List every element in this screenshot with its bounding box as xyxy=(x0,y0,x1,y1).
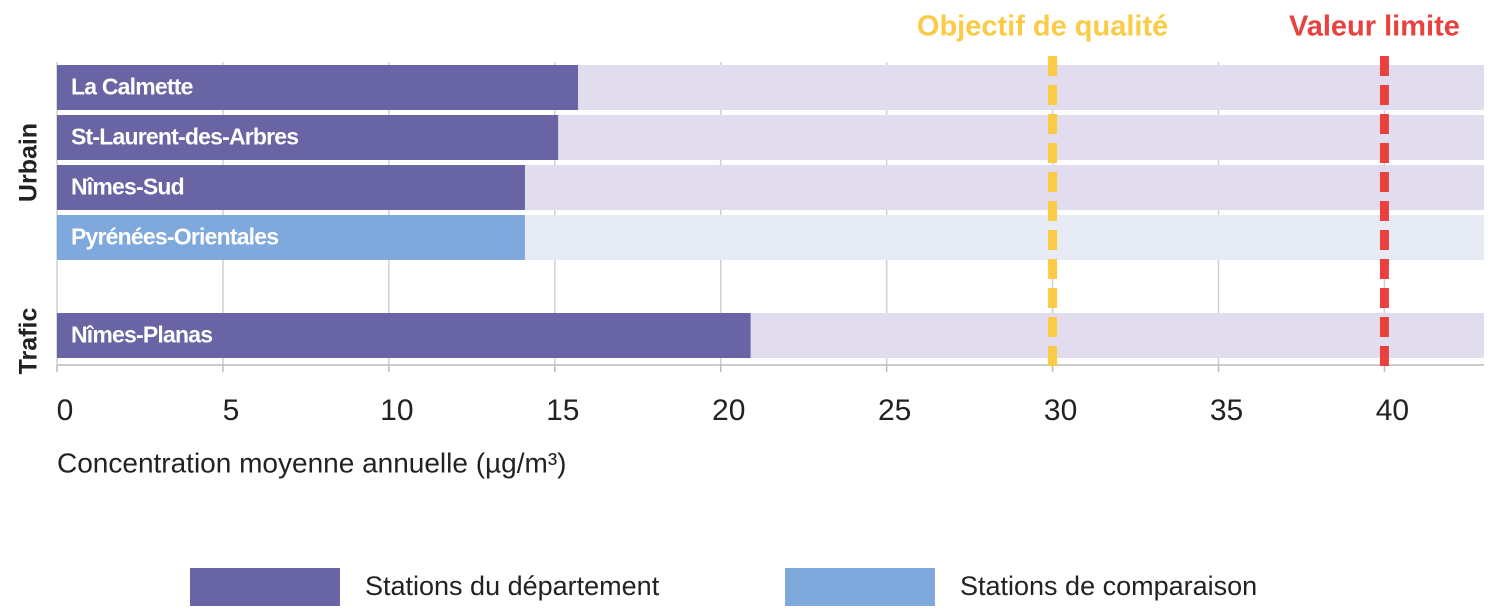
bar-label: Nîmes-Sud xyxy=(71,174,184,200)
x-tick-label: 40 xyxy=(1376,394,1409,427)
bar-label: La Calmette xyxy=(71,74,193,100)
x-tick-label: 5 xyxy=(223,394,240,427)
x-axis-label: Concentration moyenne annuelle (µg/m³) xyxy=(57,447,567,478)
bar xyxy=(57,313,751,358)
group-label: Trafic xyxy=(15,308,43,375)
bar xyxy=(57,165,525,210)
x-tick-label: 30 xyxy=(1044,394,1077,427)
bar xyxy=(57,115,559,160)
reference-label: Valeur limite xyxy=(1289,11,1460,43)
legend-swatch xyxy=(785,568,935,606)
bar-label: Nîmes-Planas xyxy=(71,322,212,348)
legend-swatch xyxy=(190,568,340,606)
bar-label: St-Laurent-des-Arbres xyxy=(71,124,298,150)
x-tick-label: 25 xyxy=(878,394,911,427)
bar xyxy=(57,215,525,260)
group-label: Urbain xyxy=(15,123,43,202)
x-tick-label: 35 xyxy=(1210,394,1243,427)
legend-label: Stations du département xyxy=(365,571,660,601)
bar-label: Pyrénées-Orientales xyxy=(71,224,278,250)
x-tick-label: 10 xyxy=(380,394,413,427)
bar xyxy=(57,65,579,110)
reference-label: Objectif de qualité xyxy=(917,11,1168,43)
x-tick-label: 15 xyxy=(546,394,579,427)
x-tick-label: 0 xyxy=(57,394,74,427)
legend-label: Stations de comparaison xyxy=(960,571,1257,601)
x-tick-label: 20 xyxy=(712,394,745,427)
